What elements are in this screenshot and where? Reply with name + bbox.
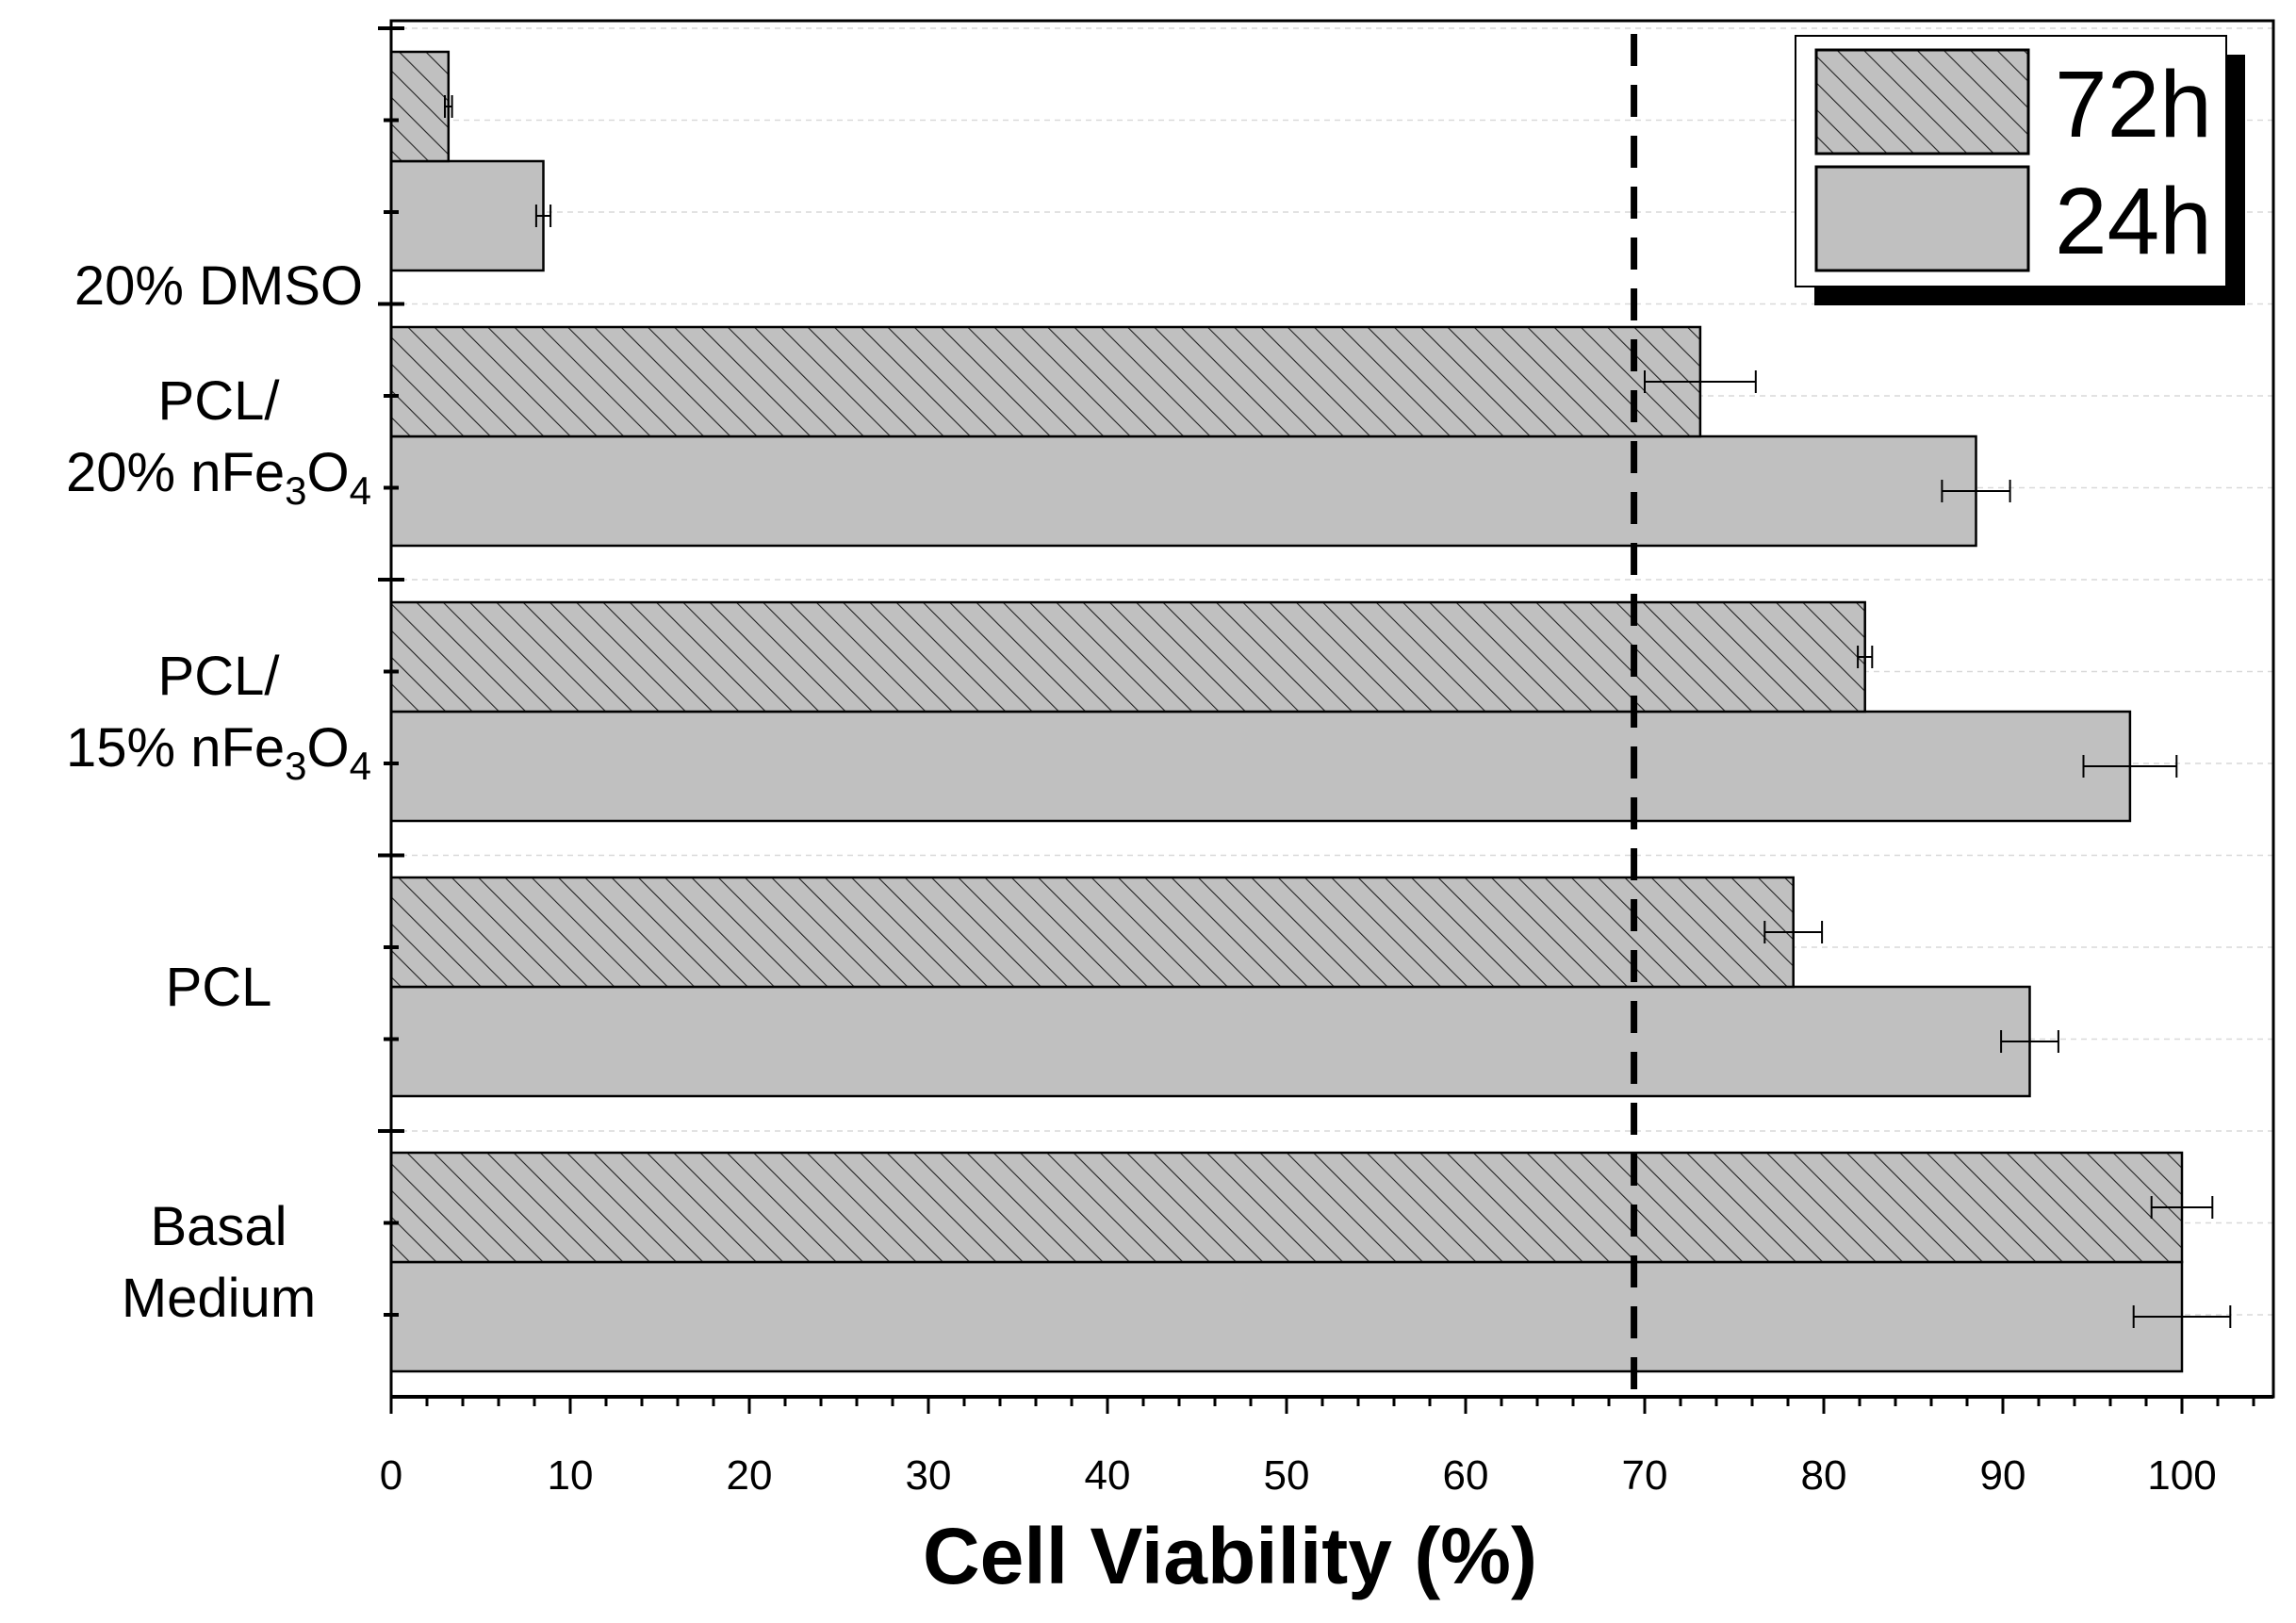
error-bar-72h <box>1763 921 1824 943</box>
bar-24h <box>389 985 2031 1098</box>
x-axis-label: Cell Viability (%) <box>923 1512 1537 1600</box>
x-tick-label: 80 <box>1801 1452 1847 1499</box>
bar-24h <box>389 159 545 272</box>
x-tick-label: 30 <box>906 1452 952 1499</box>
category-label: PCL <box>166 957 272 1018</box>
bar-72h <box>389 600 1866 713</box>
error-bar-24h <box>1941 480 2011 502</box>
category-label: Basal <box>150 1196 287 1257</box>
x-tick-label: 60 <box>1443 1452 1489 1499</box>
legend-swatch-72h <box>1814 48 2030 156</box>
y-axis-ticks <box>378 26 404 1317</box>
error-bar-24h <box>534 205 552 227</box>
category-label: 20% DMSO <box>74 255 363 317</box>
x-tick-label: 50 <box>1264 1452 1310 1499</box>
category-label: 20% nFe3O4 <box>66 442 371 513</box>
error-bar-72h <box>2150 1196 2214 1219</box>
bar-72h <box>389 50 451 163</box>
bar-72h <box>389 876 1795 989</box>
category-label: PCL/ <box>158 370 281 432</box>
error-bar-24h <box>2132 1305 2232 1328</box>
x-tick-label: 10 <box>548 1452 594 1499</box>
category-label: PCL/ <box>158 646 281 707</box>
category-label: Medium <box>122 1268 316 1329</box>
x-axis: 0 10 20 30 40 50 60 70 80 90 100 <box>380 1395 2273 1499</box>
bar-24h <box>389 710 2132 823</box>
x-tick-label: 100 <box>2147 1452 2216 1499</box>
x-tick-label: 20 <box>727 1452 773 1499</box>
error-bar-72h <box>1857 646 1874 668</box>
error-bar-72h <box>1644 370 1757 393</box>
bar-72h <box>389 1151 2184 1264</box>
legend-label-24h: 24h <box>2055 169 2212 274</box>
error-bars <box>444 95 2232 1328</box>
x-tick-label: 40 <box>1085 1452 1131 1499</box>
category-labels: Basal Medium PCL PCL/15% nFe3O4 PCL/20% nFe3… <box>66 255 371 1329</box>
x-tick-label: 90 <box>1980 1452 2026 1499</box>
bar-72h <box>389 325 1702 438</box>
bar-24h <box>389 1260 2184 1373</box>
error-bar-24h <box>2000 1030 2059 1053</box>
x-tick-label: 0 <box>380 1452 402 1499</box>
error-bar-72h <box>444 95 453 118</box>
x-tick-label: 70 <box>1622 1452 1668 1499</box>
bar-24h <box>389 434 1977 548</box>
error-bar-24h <box>2082 755 2178 778</box>
legend-label-72h: 72h <box>2055 52 2212 157</box>
bars <box>389 50 2184 1373</box>
category-label: 15% nFe3O4 <box>66 717 371 788</box>
legend-swatch-24h <box>1814 165 2030 272</box>
